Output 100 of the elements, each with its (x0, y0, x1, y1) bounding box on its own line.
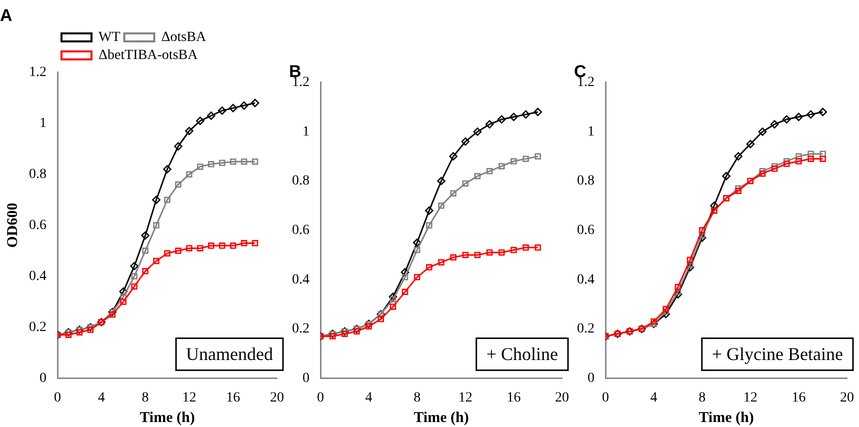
point (426, 222, 432, 228)
point (153, 222, 160, 228)
point (412, 238, 422, 247)
annotation: + Glycine Betaine (712, 344, 844, 364)
x-tick-label: 8 (142, 390, 149, 406)
point (65, 332, 72, 338)
point (498, 163, 505, 170)
point (120, 298, 126, 305)
point (806, 110, 815, 119)
point (378, 316, 384, 322)
point (219, 242, 226, 249)
point (142, 248, 148, 254)
x-tick-label: 0 (317, 390, 324, 406)
point (342, 330, 348, 337)
point (662, 306, 669, 312)
point (450, 190, 456, 196)
y-tick-label: 0.2 (292, 322, 310, 337)
point (522, 244, 529, 251)
point (208, 242, 214, 249)
y-tick-label: 0.6 (577, 222, 594, 238)
point (437, 176, 446, 186)
point (141, 231, 150, 240)
point (197, 245, 204, 252)
y-tick-label: 0.2 (577, 322, 594, 337)
point (784, 160, 790, 167)
point (197, 164, 204, 170)
y-tick-label: 0.6 (29, 218, 46, 233)
point (240, 101, 248, 110)
y-tick-label: 0.6 (292, 222, 310, 238)
point (131, 283, 138, 290)
point (218, 106, 226, 115)
point (152, 196, 160, 204)
point (771, 166, 778, 172)
point (109, 311, 116, 318)
point (119, 287, 128, 296)
x-tick-label: 0 (602, 390, 609, 406)
point (164, 196, 170, 203)
point (686, 256, 694, 264)
point (650, 318, 657, 325)
point (818, 108, 827, 116)
point (438, 202, 444, 209)
point (163, 165, 172, 174)
point (131, 273, 138, 280)
point (722, 172, 730, 180)
x-tick-label: 12 (743, 390, 758, 406)
x-tick-label: 4 (365, 390, 372, 406)
point (796, 153, 802, 160)
point (758, 128, 767, 136)
point (710, 202, 718, 210)
point (820, 150, 826, 158)
point (782, 115, 791, 124)
point (426, 264, 432, 270)
point (329, 333, 336, 340)
point (142, 268, 148, 274)
point (153, 258, 160, 264)
point (759, 170, 766, 177)
y-axis-title: OD600 (4, 202, 21, 248)
point (252, 240, 258, 246)
point (402, 274, 408, 280)
point (808, 156, 814, 162)
y-tick-label: 0 (588, 370, 594, 386)
point (486, 168, 493, 174)
point (164, 250, 170, 256)
point (534, 244, 541, 251)
point (820, 156, 826, 162)
point (120, 294, 126, 300)
legend-label: WT (98, 30, 121, 46)
point (746, 140, 755, 148)
x-tick-label: 12 (458, 390, 472, 406)
point (474, 252, 481, 258)
point (510, 112, 518, 122)
x-axis-title: Time (h) (140, 410, 195, 426)
x-tick-label: 20 (270, 390, 284, 406)
point (228, 104, 238, 112)
point (402, 288, 408, 296)
chart-title: A (0, 6, 12, 25)
point (674, 284, 682, 290)
x-axis-title: Time (h) (414, 410, 469, 426)
point (497, 115, 506, 124)
point (796, 158, 802, 164)
point (230, 158, 236, 165)
y-tick-label: 0 (302, 370, 310, 386)
y-tick-label: 0 (40, 370, 46, 386)
point (87, 326, 94, 333)
point (175, 181, 182, 188)
point (185, 126, 194, 136)
point (438, 259, 444, 266)
x-tick-label: 16 (226, 390, 240, 406)
point (462, 252, 469, 258)
point (425, 206, 434, 215)
legend-label: ΔbetTIBA-otsBA (98, 48, 199, 64)
point (735, 188, 742, 194)
point (208, 161, 214, 168)
x-tick-label: 16 (792, 390, 806, 406)
point (510, 158, 517, 164)
y-tick-label: 0.8 (292, 174, 310, 189)
y-tick-label: 0.8 (577, 174, 594, 189)
point (219, 160, 226, 166)
y-tick-label: 0.4 (577, 272, 594, 288)
point (390, 296, 396, 302)
